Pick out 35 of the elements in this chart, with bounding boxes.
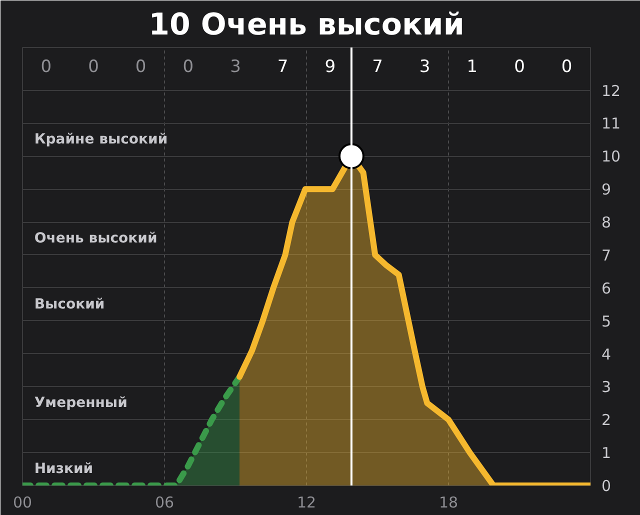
annotation: 7 [277, 57, 288, 78]
annotation: 9 [324, 57, 336, 78]
x-tick-label: 12 [296, 494, 316, 512]
annotation: Высокий [34, 296, 105, 312]
y-tick-label: 9 [602, 180, 612, 199]
annotation: 0 [135, 57, 146, 78]
y-tick-label: 11 [602, 114, 621, 133]
annotation: 0 [88, 57, 99, 78]
y-tick-label: 3 [602, 378, 612, 396]
y-tick-label: 2 [602, 411, 612, 430]
y-tick-label: 10 [602, 148, 621, 166]
y-tick-label: 4 [602, 345, 612, 364]
annotation: 7 [372, 57, 383, 78]
annotation: 0 [561, 57, 572, 78]
y-tick-label: 6 [602, 279, 612, 298]
x-tick-label: 00 [12, 494, 32, 512]
y-tick-label: 12 [602, 82, 621, 100]
y-tick-label: 1 [602, 444, 612, 462]
annotation: 0 [514, 57, 525, 78]
annotation: 0 [40, 57, 52, 78]
annotation: 3 [230, 57, 241, 78]
annotation: Низкий [34, 461, 94, 478]
annotation: 1 [466, 57, 478, 78]
y-tick-label: 0 [602, 477, 612, 495]
annotation: 0 [182, 57, 194, 78]
annotation: Крайне высокий [34, 132, 168, 148]
annotation: Умеренный [34, 395, 128, 412]
x-tick-label: 06 [154, 494, 174, 512]
y-tick-label: 5 [602, 312, 612, 330]
chart-title: 10 Очень высокий [148, 8, 464, 42]
x-tick-label: 18 [438, 494, 458, 512]
annotation: Очень высокий [34, 230, 158, 247]
annotation: 3 [419, 57, 430, 78]
y-tick-label: 8 [602, 214, 612, 232]
y-tick-label: 7 [602, 246, 612, 264]
